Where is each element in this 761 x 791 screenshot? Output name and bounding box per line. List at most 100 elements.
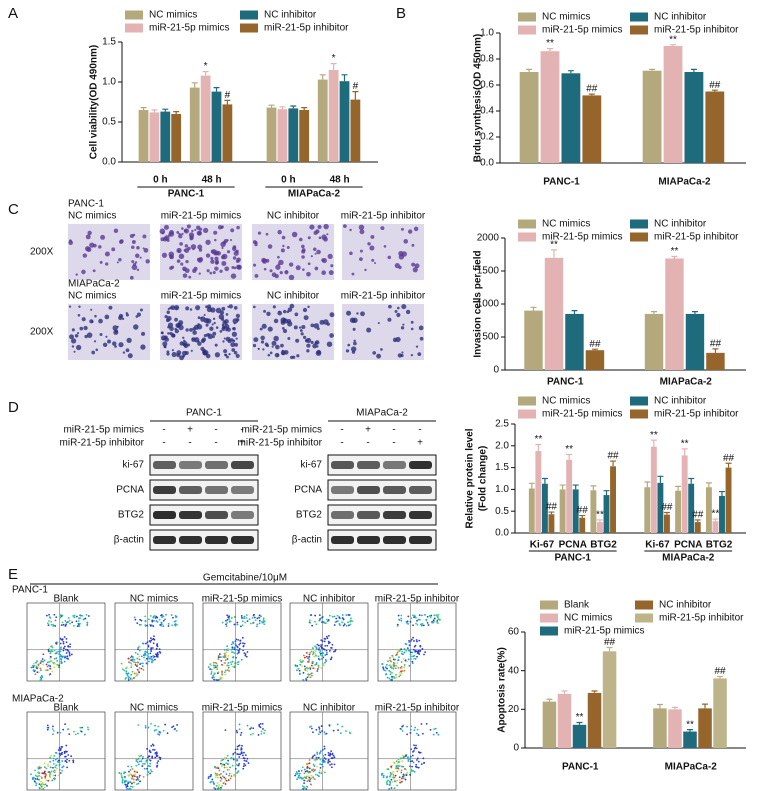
event	[136, 674, 139, 676]
event	[36, 778, 39, 780]
event	[391, 675, 393, 678]
event	[237, 753, 240, 756]
event	[410, 655, 412, 658]
cell	[286, 245, 290, 249]
event	[170, 614, 173, 616]
event	[40, 766, 42, 769]
event	[239, 753, 241, 756]
event	[50, 620, 53, 623]
protein-label: PCNA	[294, 485, 322, 496]
cell	[351, 272, 355, 276]
significance-label: ##	[546, 502, 558, 513]
event	[329, 763, 331, 766]
cell	[380, 226, 385, 231]
event	[155, 752, 158, 755]
cell	[367, 242, 371, 246]
event	[308, 776, 311, 779]
event	[62, 649, 65, 652]
cell	[186, 224, 191, 229]
event	[410, 638, 413, 641]
cell	[118, 342, 124, 348]
event	[136, 622, 139, 625]
error-bar	[566, 453, 573, 460]
event	[162, 619, 165, 622]
event	[49, 773, 51, 776]
event	[159, 624, 162, 626]
cell	[323, 319, 329, 325]
cell	[413, 226, 419, 232]
legend-swatch	[630, 396, 648, 406]
event	[146, 648, 149, 651]
cell	[166, 352, 170, 356]
y-axis-title: Invasion cells per field	[473, 250, 484, 357]
event	[58, 747, 61, 749]
cell	[303, 315, 309, 321]
event	[143, 656, 145, 659]
event	[155, 615, 158, 618]
event	[407, 756, 409, 759]
event	[387, 779, 390, 782]
event	[233, 652, 236, 654]
blot-frame	[327, 454, 437, 476]
event	[33, 662, 35, 665]
x-tick-label: MIAPaCa-2	[658, 177, 711, 188]
event	[56, 651, 59, 653]
event	[326, 644, 329, 647]
event	[435, 731, 438, 734]
event	[327, 634, 330, 637]
event	[174, 620, 177, 622]
event	[58, 653, 61, 656]
error-bar	[173, 111, 180, 114]
bar	[138, 110, 149, 162]
event	[56, 663, 59, 666]
event	[209, 775, 212, 778]
cell	[229, 238, 233, 242]
cell	[396, 312, 401, 318]
cell	[302, 268, 305, 271]
x-tick-label: PCNA	[674, 540, 702, 551]
event	[313, 759, 315, 761]
event	[149, 641, 152, 643]
event	[31, 664, 34, 667]
cell	[205, 323, 209, 327]
bar	[222, 104, 233, 162]
error-bar	[725, 462, 732, 468]
bar	[698, 708, 712, 748]
cell	[125, 313, 129, 317]
y-tick-label: 0.5	[102, 117, 116, 128]
error-bar	[576, 721, 583, 725]
cell	[294, 312, 299, 317]
event	[216, 664, 219, 667]
cell	[190, 349, 193, 352]
event	[46, 724, 49, 727]
band	[383, 461, 406, 469]
event	[65, 652, 68, 654]
event	[303, 656, 306, 659]
y-tick-label: 2000	[477, 233, 500, 244]
event	[207, 775, 210, 778]
event	[150, 744, 153, 747]
event	[52, 623, 54, 626]
event	[400, 617, 403, 620]
event	[127, 675, 130, 678]
event	[120, 776, 123, 779]
event	[229, 661, 232, 664]
cell	[314, 341, 318, 345]
event	[40, 775, 42, 778]
event	[318, 648, 320, 651]
event	[305, 651, 308, 654]
event	[333, 624, 336, 626]
event	[232, 641, 234, 643]
event	[144, 650, 147, 653]
group-label: PANC-1	[555, 553, 592, 564]
event	[409, 755, 412, 758]
cell	[221, 261, 227, 267]
event	[127, 782, 129, 785]
event	[437, 733, 440, 736]
event	[390, 787, 393, 789]
event	[254, 619, 257, 622]
event	[225, 623, 227, 626]
event	[126, 785, 129, 788]
cell	[189, 235, 194, 240]
event	[224, 756, 227, 759]
